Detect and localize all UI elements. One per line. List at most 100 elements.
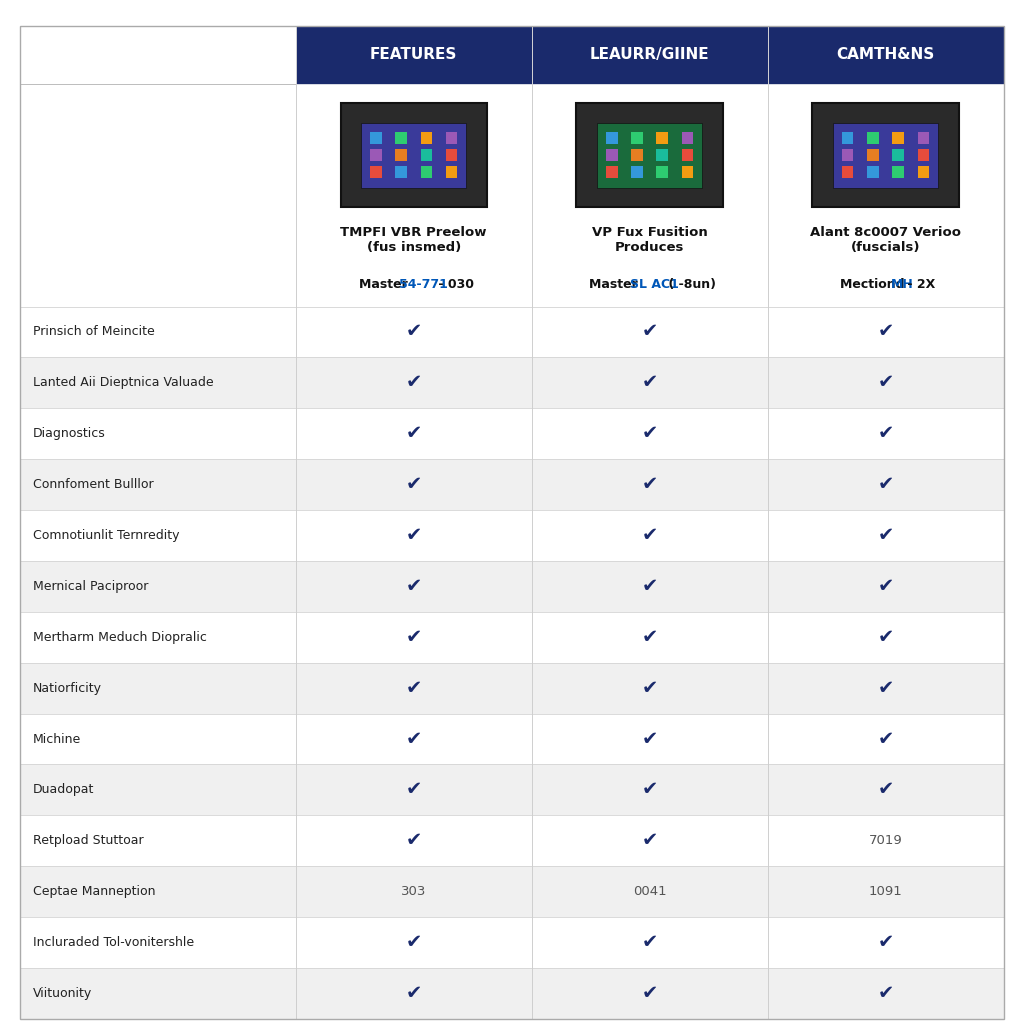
Bar [296, 561, 531, 611]
Text: ✔: ✔ [406, 424, 422, 443]
Text: VP Fux Fusition
Produces: VP Fux Fusition Produces [592, 225, 708, 254]
Bar [918, 166, 929, 178]
Bar [531, 866, 768, 918]
Bar [892, 150, 904, 161]
Bar [445, 150, 458, 161]
Text: 0041: 0041 [633, 885, 667, 898]
Text: ✔: ✔ [641, 628, 657, 647]
Text: ✔: ✔ [878, 424, 894, 443]
Bar [812, 102, 958, 208]
Bar [768, 459, 1004, 510]
Bar [531, 510, 768, 561]
Bar [20, 84, 296, 306]
Bar [395, 166, 407, 178]
Bar [296, 459, 531, 510]
Text: Natiorficity: Natiorficity [33, 682, 101, 694]
Text: ✔: ✔ [878, 780, 894, 800]
Text: ✔: ✔ [878, 679, 894, 697]
Bar [20, 409, 296, 459]
Bar [768, 815, 1004, 866]
Bar [918, 132, 929, 144]
Text: ✔: ✔ [641, 424, 657, 443]
Bar [867, 150, 879, 161]
Bar [296, 611, 531, 663]
Bar [531, 459, 768, 510]
Bar [531, 918, 768, 968]
Text: ✔: ✔ [641, 780, 657, 800]
Bar [370, 150, 382, 161]
Bar [631, 150, 643, 161]
Bar [361, 123, 466, 187]
Text: ✔: ✔ [641, 526, 657, 545]
Bar [531, 409, 768, 459]
Bar [341, 102, 486, 208]
Text: Lanted Aii Dieptnica Valuade: Lanted Aii Dieptnica Valuade [33, 377, 213, 389]
Bar [768, 26, 1004, 84]
Text: ✔: ✔ [406, 679, 422, 697]
Bar [867, 166, 879, 178]
Text: ✔: ✔ [641, 374, 657, 392]
Bar [768, 866, 1004, 918]
Bar [833, 123, 938, 187]
Bar [531, 765, 768, 815]
Bar [842, 132, 853, 144]
Bar [768, 714, 1004, 765]
Bar [606, 150, 617, 161]
Bar [20, 815, 296, 866]
Text: ✔: ✔ [406, 374, 422, 392]
Bar [296, 815, 531, 866]
Text: ✔: ✔ [878, 526, 894, 545]
Bar [531, 611, 768, 663]
Bar [531, 663, 768, 714]
Text: Master: Master [359, 278, 413, 291]
Bar [296, 357, 531, 409]
Bar [296, 714, 531, 765]
Text: - 2X: - 2X [903, 278, 935, 291]
Text: ✔: ✔ [878, 933, 894, 952]
Bar [531, 84, 768, 306]
Text: ✔: ✔ [878, 729, 894, 749]
Bar [892, 166, 904, 178]
Text: ✔: ✔ [406, 831, 422, 850]
Bar [20, 968, 296, 1019]
Bar [296, 510, 531, 561]
Text: Duadopat: Duadopat [33, 783, 94, 797]
Text: ✔: ✔ [878, 577, 894, 596]
Text: CAMTH&NS: CAMTH&NS [837, 47, 935, 62]
Text: ✔: ✔ [406, 577, 422, 596]
Bar [631, 166, 643, 178]
Text: ✔: ✔ [641, 679, 657, 697]
Text: Ceptae Manneption: Ceptae Manneption [33, 885, 156, 898]
Bar [296, 968, 531, 1019]
Bar [20, 459, 296, 510]
Bar [296, 409, 531, 459]
Text: ✔: ✔ [878, 628, 894, 647]
Text: ✔: ✔ [641, 323, 657, 341]
Text: ✔: ✔ [878, 984, 894, 1002]
Bar [296, 765, 531, 815]
Bar [421, 166, 432, 178]
Text: ✔: ✔ [406, 984, 422, 1002]
Text: Mectiond: Mectiond [840, 278, 908, 291]
Bar [768, 968, 1004, 1019]
Bar [531, 561, 768, 611]
Bar [445, 166, 458, 178]
Bar [768, 510, 1004, 561]
Bar [20, 357, 296, 409]
Bar [531, 306, 768, 357]
Bar [531, 815, 768, 866]
Text: ✔: ✔ [641, 729, 657, 749]
Bar [768, 765, 1004, 815]
Bar [296, 866, 531, 918]
Text: ✔: ✔ [641, 831, 657, 850]
Bar [296, 918, 531, 968]
Bar [682, 166, 693, 178]
Bar [682, 132, 693, 144]
Text: ✔: ✔ [641, 475, 657, 495]
Bar [656, 166, 668, 178]
Text: Alant 8c0007 Verioo
(fuscials): Alant 8c0007 Verioo (fuscials) [810, 225, 962, 254]
Bar [531, 357, 768, 409]
Bar [370, 132, 382, 144]
Bar [768, 918, 1004, 968]
Bar [20, 765, 296, 815]
